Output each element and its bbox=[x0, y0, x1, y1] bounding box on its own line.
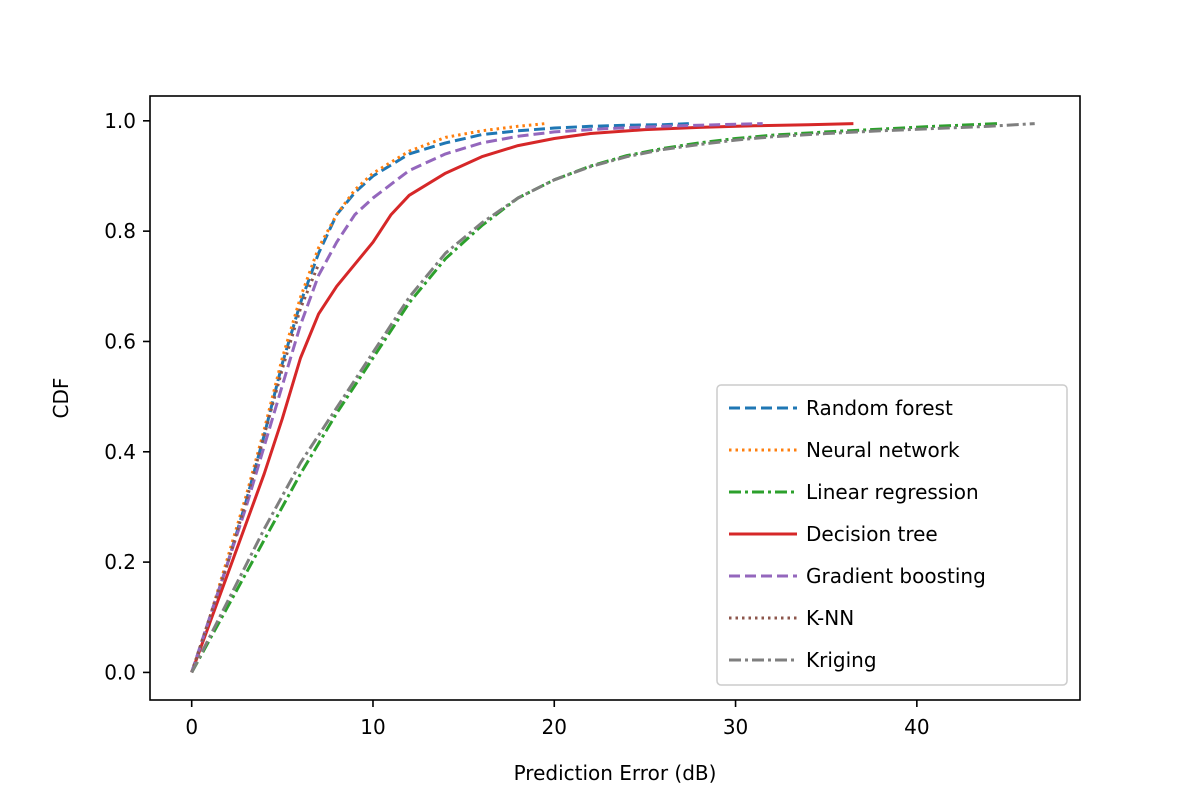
y-tick-label-2: 0.4 bbox=[104, 440, 136, 464]
series-line-3 bbox=[190, 122, 854, 673]
series-line-1 bbox=[190, 122, 546, 673]
x-tick-label-3: 30 bbox=[723, 715, 748, 739]
y-tick-label-5: 1.0 bbox=[104, 109, 136, 133]
plot-series bbox=[190, 122, 1035, 674]
x-tick-label-2: 20 bbox=[542, 715, 567, 739]
x-axis-label: Prediction Error (dB) bbox=[514, 761, 717, 785]
series-line-4 bbox=[190, 122, 763, 673]
legend-label-0: Random forest bbox=[806, 396, 953, 420]
y-tick-label-3: 0.6 bbox=[104, 329, 136, 353]
legend-label-3: Decision tree bbox=[806, 522, 938, 546]
y-axis-label: CDF bbox=[49, 378, 73, 419]
legend-label-1: Neural network bbox=[806, 438, 960, 462]
x-axis: 0 10 20 30 40 bbox=[185, 700, 930, 739]
legend-box bbox=[716, 384, 1068, 686]
y-tick-label-0: 0.0 bbox=[104, 660, 136, 684]
legend-label-4: Gradient boosting bbox=[806, 564, 986, 588]
legend-label-2: Linear regression bbox=[806, 480, 979, 504]
plot-frame bbox=[149, 95, 1081, 701]
x-tick-label-4: 40 bbox=[904, 715, 929, 739]
y-tick-label-1: 0.2 bbox=[104, 550, 136, 574]
y-tick-label-4: 0.8 bbox=[104, 219, 136, 243]
x-tick-label-1: 10 bbox=[360, 715, 385, 739]
series-line-0 bbox=[190, 122, 691, 673]
series-line-6 bbox=[190, 122, 1035, 674]
y-axis: 0.0 0.2 0.4 0.6 0.8 1.0 bbox=[104, 109, 150, 684]
legend: Random forest Neural network Linear regres… bbox=[716, 384, 1068, 686]
legend-label-5: K-NN bbox=[806, 606, 854, 630]
legend-label-6: Kriging bbox=[806, 648, 877, 672]
x-tick-label-0: 0 bbox=[185, 715, 198, 739]
